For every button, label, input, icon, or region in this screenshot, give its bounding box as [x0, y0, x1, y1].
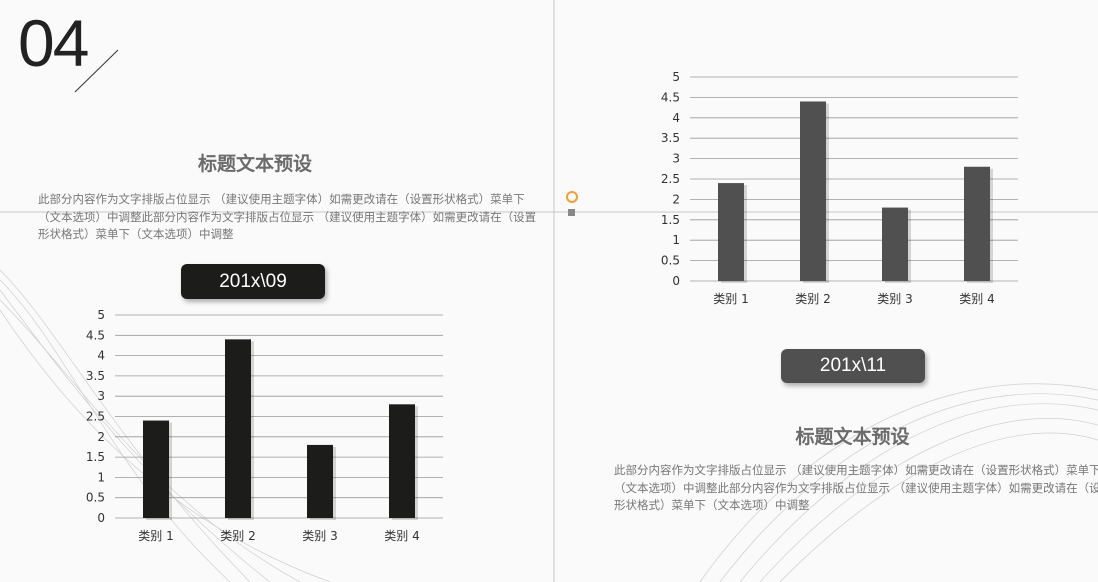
y-tick-label: 5 — [97, 308, 105, 322]
x-tick-label: 类别 3 — [302, 529, 337, 543]
bar — [964, 166, 990, 281]
bar — [225, 339, 251, 518]
x-tick-label: 类别 3 — [877, 292, 912, 306]
y-tick-label: 0.5 — [86, 491, 105, 505]
x-tick-label: 类别 4 — [959, 292, 994, 306]
left-bar-chart: 0 0.5 1 1.5 2 2.5 3 3.5 4 4.5 5 类别 1 类别 2 类别 3 类别 4 — [86, 308, 443, 543]
resize-handle[interactable] — [568, 209, 575, 216]
bar — [718, 183, 744, 281]
x-tick-label: 类别 2 — [795, 292, 830, 306]
y-tick-label: 0.5 — [661, 254, 680, 268]
x-tick-label: 类别 4 — [384, 529, 419, 543]
y-tick-label: 5 — [672, 70, 680, 84]
rotate-handle-icon[interactable] — [566, 191, 578, 203]
x-tick-label: 类别 2 — [220, 529, 255, 543]
bar — [307, 444, 333, 518]
slash-line — [74, 49, 119, 93]
left-paragraph: 此部分内容作为文字排版占位显示 （建议使用主题字体）如需更改请在（设置形状格式）… — [38, 192, 537, 241]
left-title: 标题文本预设 — [197, 153, 312, 175]
y-tick-label: 3 — [672, 152, 680, 166]
right-title: 标题文本预设 — [795, 426, 910, 448]
y-tick-label: 0 — [672, 274, 680, 288]
bar — [389, 404, 415, 518]
left-year-pill: 201x\09 — [181, 264, 325, 299]
y-tick-label: 2.5 — [86, 410, 105, 424]
y-tick-label: 1 — [97, 470, 105, 484]
y-tick-label: 1 — [672, 233, 680, 247]
y-tick-label: 3.5 — [661, 131, 680, 145]
y-tick-label: 1.5 — [86, 450, 105, 464]
bar — [882, 207, 908, 281]
right-paragraph: 此部分内容作为文字排版占位显示 （建议使用主题字体）如需更改请在（设置形状格式）… — [614, 463, 1098, 512]
x-tick-label: 类别 1 — [713, 292, 748, 306]
y-tick-label: 4.5 — [661, 90, 680, 104]
y-tick-label: 3.5 — [86, 369, 105, 383]
y-tick-label: 2 — [672, 192, 680, 206]
y-tick-label: 3 — [97, 389, 105, 403]
right-year-pill: 201x\11 — [781, 349, 925, 383]
y-tick-label: 4.5 — [86, 328, 105, 342]
y-tick-label: 2 — [97, 430, 105, 444]
x-tick-label: 类别 1 — [138, 529, 173, 543]
y-tick-label: 1.5 — [661, 213, 680, 227]
y-tick-label: 2.5 — [661, 172, 680, 186]
bar — [800, 101, 826, 281]
y-tick-label: 0 — [97, 511, 105, 525]
slide-number: 04 — [18, 6, 89, 80]
right-bar-chart: 0 0.5 1 1.5 2 2.5 3 3.5 4 4.5 5 类别 1 类别 2 类别 3 类别 4 — [661, 70, 1018, 306]
y-tick-label: 4 — [672, 111, 680, 125]
y-tick-label: 4 — [97, 349, 105, 363]
bar — [143, 420, 169, 518]
